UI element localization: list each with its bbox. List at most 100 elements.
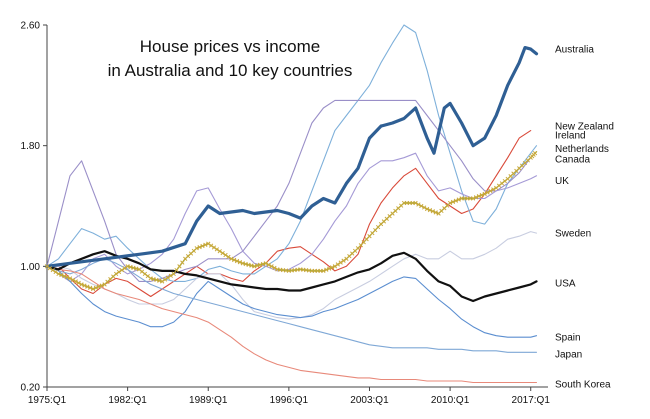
- series-marker-canada: [341, 258, 346, 263]
- series-marker-canada: [234, 258, 240, 264]
- series-marker-canada: [257, 262, 263, 267]
- series-marker-canada: [329, 265, 335, 270]
- series-marker-canada: [453, 198, 459, 203]
- x-tick-label: 1989:Q1: [189, 395, 228, 406]
- series-marker-canada: [220, 250, 225, 256]
- series-marker-canada: [232, 257, 237, 263]
- series-marker-canada: [65, 275, 70, 280]
- series-marker-canada: [99, 283, 104, 288]
- series-line-japan: [46, 258, 538, 353]
- series-marker-canada: [128, 264, 133, 270]
- series-marker-canada: [203, 242, 208, 247]
- series-label-canada: Canada: [555, 155, 590, 166]
- series-marker-canada: [246, 262, 251, 267]
- series-marker-canada: [266, 262, 271, 267]
- series-marker-canada: [47, 266, 53, 271]
- series-marker-canada: [160, 279, 165, 284]
- series-marker-canada: [482, 191, 487, 197]
- series-marker-canada: [76, 280, 81, 286]
- y-tick-label: 1.00: [21, 262, 41, 273]
- series-marker-canada: [151, 277, 156, 282]
- series-marker-canada: [154, 277, 159, 283]
- series-line-usa: [45, 250, 538, 303]
- series-marker-canada: [255, 263, 260, 268]
- series-marker-canada: [491, 187, 496, 192]
- x-tick-label: 2003:Q1: [350, 395, 389, 406]
- series-marker-canada: [321, 268, 326, 274]
- x-tick-label: 2010:Q1: [431, 395, 470, 406]
- series-marker-canada: [217, 249, 222, 254]
- series-marker-canada: [200, 243, 205, 249]
- series-marker-canada: [134, 266, 139, 271]
- series-marker-canada: [416, 202, 421, 207]
- series-marker-canada: [96, 284, 101, 289]
- series-marker-canada: [488, 188, 493, 194]
- series-marker-canada: [223, 252, 228, 258]
- series-marker-canada: [194, 246, 199, 251]
- series-marker-canada: [113, 271, 119, 277]
- series-marker-canada: [90, 286, 96, 292]
- series-marker-canada: [427, 207, 433, 213]
- series-line-uk: [46, 152, 538, 282]
- y-tick-label: 1.80: [21, 141, 41, 152]
- series-marker-canada: [211, 245, 217, 250]
- y-tick-label: 2.60: [21, 21, 41, 32]
- series-label-ireland: Ireland: [555, 131, 586, 142]
- series-marker-canada: [419, 203, 424, 209]
- series-marker-canada: [44, 264, 50, 269]
- series-line-sweden: [46, 231, 538, 320]
- series-marker-canada: [338, 260, 343, 265]
- series-marker-canada: [422, 205, 427, 210]
- series-marker-canada: [456, 197, 461, 202]
- series-line-ireland: [46, 24, 538, 282]
- series-markers: [44, 151, 538, 292]
- series-label-australia: Australia: [555, 45, 594, 56]
- series-marker-canada: [59, 272, 64, 278]
- series-marker-canada: [197, 244, 202, 250]
- series-marker-canada: [532, 151, 538, 156]
- series-marker-canada: [214, 247, 220, 252]
- chart-title: House prices vs income in Australia and …: [108, 37, 353, 80]
- series-marker-canada: [237, 260, 243, 265]
- series-marker-canada: [157, 278, 162, 283]
- series-marker-canada: [131, 265, 136, 270]
- series-marker-canada: [70, 277, 76, 283]
- series-marker-canada: [430, 209, 435, 214]
- series-marker-canada: [116, 269, 122, 275]
- series-marker-canada: [447, 200, 453, 206]
- series-marker-canada: [252, 264, 257, 269]
- series-marker-canada: [485, 190, 490, 195]
- series-line-south-korea: [46, 265, 538, 384]
- series-label-usa: USA: [555, 278, 576, 289]
- x-tick-label: 1975:Q1: [28, 395, 67, 406]
- series-marker-canada: [240, 261, 245, 266]
- series-marker-canada: [177, 264, 182, 269]
- series-marker-canada: [88, 285, 93, 290]
- series-marker-canada: [269, 264, 274, 269]
- series-marker-canada: [226, 254, 231, 260]
- series-marker-canada: [67, 276, 73, 281]
- series-line-netherlands: [46, 99, 532, 282]
- x-tick-label: 1982:Q1: [108, 395, 147, 406]
- series-label-new-zealand: New Zealand: [555, 122, 614, 133]
- series-marker-canada: [50, 267, 55, 273]
- series-marker-canada: [476, 194, 482, 199]
- series-label-japan: Japan: [555, 349, 582, 360]
- series-marker-canada: [56, 271, 61, 277]
- series-marker-canada: [73, 279, 78, 284]
- series-marker-canada: [122, 266, 127, 271]
- y-tick-label: 0.20: [21, 383, 41, 394]
- series-marker-canada: [53, 269, 58, 275]
- series-marker-canada: [208, 243, 214, 248]
- series-marker-canada: [62, 273, 67, 279]
- series-label-uk: UK: [555, 176, 569, 187]
- chart-title-line-1: House prices vs income: [140, 37, 320, 56]
- series-marker-canada: [165, 275, 171, 280]
- series-marker-canada: [79, 282, 84, 287]
- series-marker-canada: [324, 267, 329, 272]
- series-line-spain: [46, 265, 538, 338]
- series-marker-canada: [93, 285, 99, 290]
- series-label-spain: Spain: [555, 333, 581, 344]
